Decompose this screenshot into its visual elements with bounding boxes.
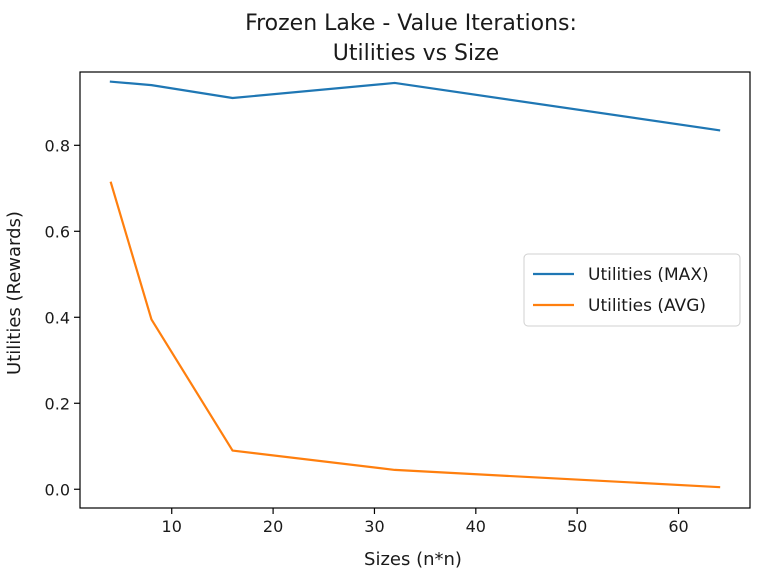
- legend-label-0: Utilities (MAX): [588, 265, 709, 285]
- y-tick-label: 0.4: [45, 308, 70, 327]
- y-tick-label: 0.0: [45, 480, 70, 499]
- x-axis-label: Sizes (n*n): [364, 549, 462, 570]
- x-tick-label: 10: [162, 517, 182, 536]
- y-axis-label: Utilities (Rewards): [4, 211, 25, 375]
- series-lines: [109, 80, 721, 489]
- chart-subtitle: Utilities vs Size: [333, 41, 499, 66]
- plot-frame: [79, 71, 751, 509]
- x-tick-label: 40: [466, 517, 486, 536]
- legend-frame: [523, 253, 741, 327]
- y-tick-label: 0.8: [45, 136, 70, 155]
- series-line-0: [109, 80, 721, 132]
- legend: Utilities (MAX) Utilities (AVG): [523, 253, 741, 327]
- x-tick-label: 60: [668, 517, 688, 536]
- y-tick-label: 0.6: [45, 222, 70, 241]
- x-tick-label: 20: [263, 517, 283, 536]
- y-tick-label: 0.2: [45, 394, 70, 413]
- x-axis-ticks: 10 20 30 40 50 60: [162, 508, 689, 536]
- chart-title: Frozen Lake - Value Iterations:: [245, 11, 577, 36]
- legend-label-1: Utilities (AVG): [588, 296, 706, 316]
- x-tick-label: 30: [364, 517, 384, 536]
- x-tick-label: 50: [567, 517, 587, 536]
- series-line-1: [109, 181, 721, 489]
- y-axis-ticks: 0.0 0.2 0.4 0.6 0.8: [45, 136, 80, 499]
